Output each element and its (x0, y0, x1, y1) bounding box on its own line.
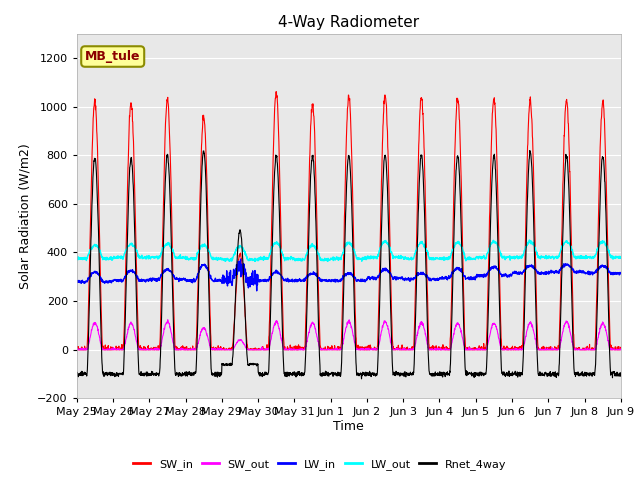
SW_in (584, 345, 592, 351)
X-axis label: Time: Time (333, 420, 364, 433)
SW_out (225, 347, 232, 353)
Title: 4-Way Radiometer: 4-Way Radiometer (278, 15, 419, 30)
Line: LW_in: LW_in (77, 259, 621, 291)
Rnet_4way (73, 369, 81, 375)
Text: MB_tule: MB_tule (85, 50, 140, 63)
LW_out (507, 255, 515, 261)
Rnet_4way (526, 148, 534, 154)
SW_in (73, 346, 81, 352)
SW_in (273, 89, 280, 95)
Line: SW_out: SW_out (77, 320, 621, 350)
LW_out (570, 252, 577, 258)
Line: Rnet_4way: Rnet_4way (77, 151, 621, 379)
LW_in (570, 267, 577, 273)
SW_in (508, 347, 515, 353)
SW_out (365, 346, 372, 352)
Legend: SW_in, SW_out, LW_in, LW_out, Rnet_4way: SW_in, SW_out, LW_in, LW_out, Rnet_4way (129, 455, 511, 474)
Line: SW_in: SW_in (77, 92, 621, 350)
LW_in (617, 270, 625, 276)
LW_in (365, 275, 372, 280)
LW_in (253, 288, 260, 294)
Rnet_4way (507, 372, 515, 378)
LW_out (225, 257, 232, 263)
LW_out (324, 259, 332, 264)
LW_in (377, 269, 385, 275)
SW_in (365, 347, 372, 353)
SW_in (377, 217, 385, 223)
LW_out (365, 253, 372, 259)
LW_in (237, 256, 244, 262)
SW_out (507, 347, 515, 353)
LW_in (73, 279, 81, 285)
SW_out (73, 347, 81, 353)
Y-axis label: Solar Radiation (W/m2): Solar Radiation (W/m2) (19, 143, 32, 289)
Rnet_4way (358, 376, 365, 382)
LW_out (525, 237, 533, 243)
SW_in (617, 346, 625, 351)
LW_out (73, 255, 81, 261)
LW_in (508, 273, 515, 278)
SW_in (225, 346, 232, 351)
SW_out (569, 341, 577, 347)
SW_in (570, 315, 577, 321)
SW_out (617, 347, 625, 353)
LW_out (376, 244, 384, 250)
Rnet_4way (225, 361, 232, 367)
Rnet_4way (570, 345, 577, 351)
SW_out (584, 347, 592, 353)
Rnet_4way (376, 269, 384, 275)
Rnet_4way (584, 370, 592, 376)
Line: LW_out: LW_out (77, 240, 621, 262)
SW_in (73, 347, 81, 353)
LW_in (225, 278, 232, 284)
Rnet_4way (365, 372, 372, 377)
Rnet_4way (617, 370, 625, 375)
LW_out (617, 255, 625, 261)
LW_in (584, 268, 592, 274)
SW_out (376, 332, 384, 338)
SW_out (164, 317, 172, 323)
LW_out (584, 254, 592, 260)
